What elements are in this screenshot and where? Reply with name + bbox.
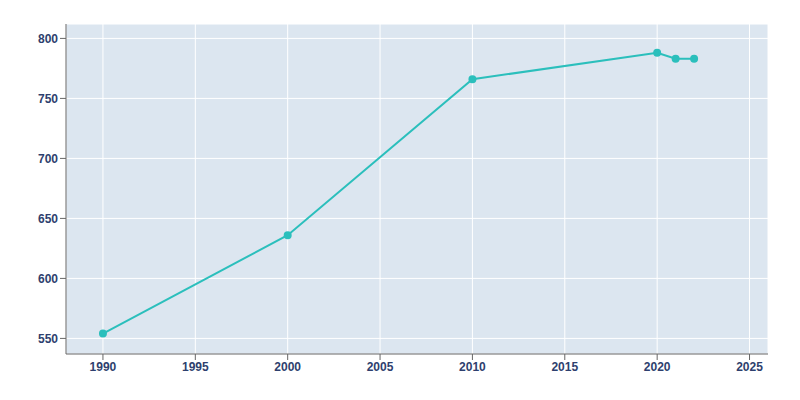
svg-text:2020: 2020 <box>644 360 671 374</box>
svg-text:700: 700 <box>38 152 58 166</box>
svg-text:600: 600 <box>38 272 58 286</box>
svg-text:550: 550 <box>38 332 58 346</box>
svg-text:1995: 1995 <box>182 360 209 374</box>
svg-text:1990: 1990 <box>90 360 117 374</box>
svg-text:2015: 2015 <box>551 360 578 374</box>
svg-text:2025: 2025 <box>736 360 763 374</box>
svg-text:2010: 2010 <box>459 360 486 374</box>
svg-text:2005: 2005 <box>367 360 394 374</box>
svg-text:750: 750 <box>38 92 58 106</box>
svg-text:800: 800 <box>38 32 58 46</box>
svg-text:650: 650 <box>38 212 58 226</box>
svg-text:2000: 2000 <box>274 360 301 374</box>
